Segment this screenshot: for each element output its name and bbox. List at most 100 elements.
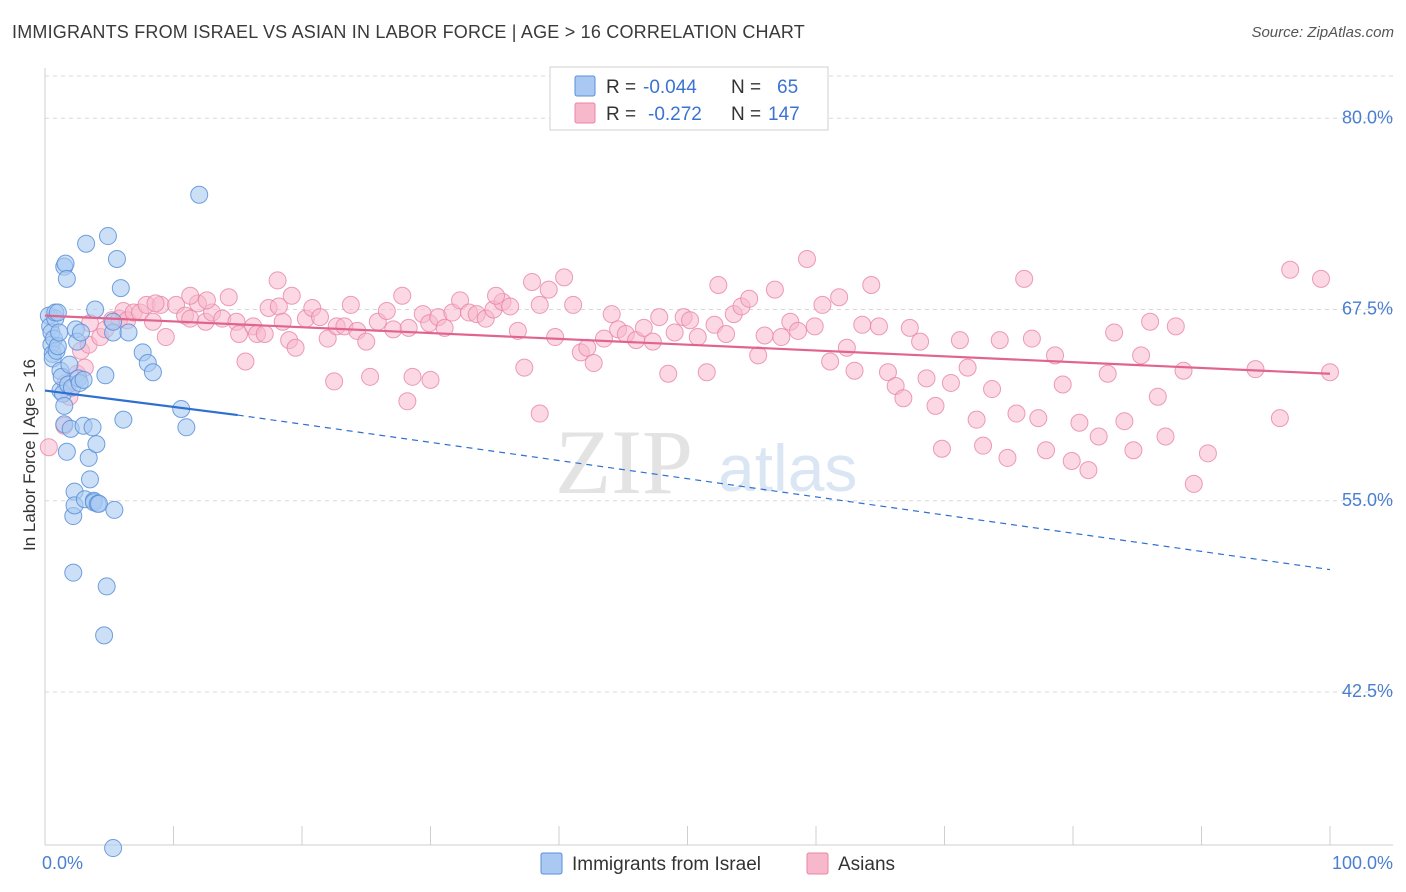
israel-point bbox=[48, 303, 67, 322]
asian-point bbox=[1115, 412, 1134, 431]
asian-point bbox=[765, 280, 784, 299]
asian-point bbox=[967, 410, 986, 429]
legend-asian-n-label: N = bbox=[731, 104, 761, 125]
israel-point bbox=[98, 227, 117, 246]
israel-point bbox=[119, 323, 138, 342]
source-label: Source: ZipAtlas.com bbox=[1251, 24, 1394, 41]
asian-point bbox=[990, 331, 1009, 350]
asian-point bbox=[1070, 413, 1089, 432]
asian-point bbox=[156, 328, 175, 347]
asian-point bbox=[181, 286, 200, 305]
asian-point bbox=[1007, 404, 1026, 423]
asian-point bbox=[1053, 375, 1072, 394]
asian-point bbox=[740, 289, 759, 308]
y-tick-label: 80.0% bbox=[1342, 107, 1393, 127]
israel-point bbox=[105, 500, 124, 519]
asian-point bbox=[255, 324, 274, 343]
asian-point bbox=[659, 364, 678, 383]
asian-point bbox=[688, 328, 707, 347]
asian-point bbox=[634, 318, 653, 337]
asian-point bbox=[318, 329, 337, 348]
israel-point bbox=[71, 323, 90, 342]
asian-point bbox=[1124, 441, 1143, 460]
asian-point bbox=[377, 302, 396, 321]
asian-point bbox=[717, 324, 736, 343]
legend-israel-n-label: N = bbox=[731, 77, 761, 98]
watermark: ZIP atlas bbox=[555, 411, 857, 513]
asian-point bbox=[523, 272, 542, 291]
asian-point bbox=[325, 372, 344, 391]
asian-point bbox=[950, 331, 969, 350]
israel-point bbox=[83, 418, 102, 437]
y-tick-label: 42.5% bbox=[1342, 681, 1393, 701]
asian-point bbox=[1148, 387, 1167, 406]
bottom-legend-asian: Asians bbox=[838, 854, 895, 875]
israel-point bbox=[104, 312, 123, 331]
asian-point bbox=[878, 363, 897, 382]
israel-point bbox=[143, 363, 162, 382]
israel-point bbox=[64, 563, 83, 582]
israel-point bbox=[177, 418, 196, 437]
asian-point bbox=[805, 317, 824, 336]
legend-box: R = -0.044 N = 65 R = -0.272 N = 147 bbox=[549, 66, 829, 131]
asian-point bbox=[643, 332, 662, 351]
israel-point bbox=[55, 396, 74, 415]
israel-point bbox=[86, 300, 105, 319]
asian-point bbox=[1312, 269, 1331, 288]
asian-point bbox=[435, 318, 454, 337]
asian-point bbox=[539, 280, 558, 299]
israel-point bbox=[60, 355, 79, 374]
legend-israel-r-label: R = bbox=[606, 77, 636, 98]
asian-point bbox=[862, 276, 881, 295]
asian-point bbox=[709, 276, 728, 295]
israel-point bbox=[111, 279, 130, 298]
asian-point bbox=[845, 361, 864, 380]
asian-point bbox=[749, 346, 768, 365]
asian-point bbox=[286, 338, 305, 357]
legend-israel-n-value: 65 bbox=[777, 77, 798, 98]
asian-point bbox=[869, 317, 888, 336]
asian-point bbox=[197, 291, 216, 310]
asian-point bbox=[357, 332, 376, 351]
asian-point bbox=[772, 328, 791, 347]
israel-point bbox=[50, 323, 69, 342]
asian-point bbox=[508, 321, 527, 340]
watermark-atlas: atlas bbox=[718, 431, 857, 505]
israel-point bbox=[95, 626, 114, 645]
asian-point bbox=[1062, 451, 1081, 470]
asian-point bbox=[1281, 260, 1300, 279]
asian-point bbox=[837, 338, 856, 357]
israel-point bbox=[97, 577, 116, 596]
asian-point bbox=[399, 318, 418, 337]
asian-series bbox=[39, 250, 1339, 493]
asian-point bbox=[1037, 441, 1056, 460]
asian-point bbox=[1029, 409, 1048, 428]
asian-point bbox=[998, 448, 1017, 467]
israel-point bbox=[80, 470, 99, 489]
asian-point bbox=[853, 315, 872, 334]
x-tick-label-max: 100.0% bbox=[1332, 853, 1393, 873]
israel-point bbox=[96, 366, 115, 385]
legend-swatch-israel bbox=[574, 75, 596, 97]
asian-point bbox=[584, 354, 603, 373]
israel-point bbox=[87, 435, 106, 454]
tick-labels: 42.5% 55.0% 67.5% 80.0% 0.0% 100.0% bbox=[42, 107, 1393, 873]
asian-point bbox=[236, 352, 255, 371]
israel-point bbox=[57, 269, 76, 288]
x-tick-label-min: 0.0% bbox=[42, 853, 83, 873]
grid-lines bbox=[45, 75, 1393, 693]
asian-point bbox=[1015, 269, 1034, 288]
israel-point bbox=[104, 839, 123, 858]
asian-point bbox=[798, 250, 817, 269]
y-axis-label: In Labor Force | Age > 16 bbox=[20, 359, 39, 551]
y-tick-label: 67.5% bbox=[1342, 299, 1393, 319]
israel-point bbox=[77, 234, 96, 253]
asian-point bbox=[602, 305, 621, 324]
asian-point bbox=[1184, 474, 1203, 493]
asian-point bbox=[268, 271, 287, 290]
israel-point bbox=[57, 442, 76, 461]
asian-point bbox=[755, 326, 774, 345]
asian-point bbox=[398, 392, 417, 411]
asian-point bbox=[530, 404, 549, 423]
